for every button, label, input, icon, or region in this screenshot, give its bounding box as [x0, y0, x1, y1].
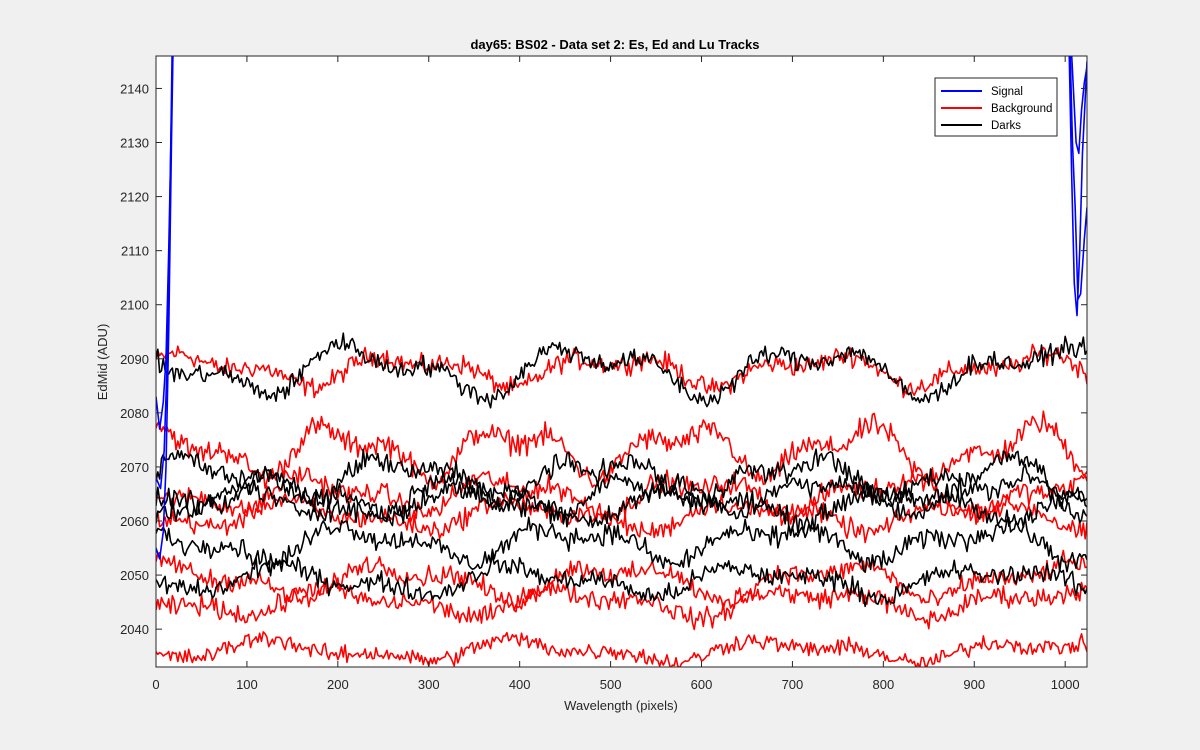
- legend-label-darks: Darks: [991, 120, 1021, 132]
- y-tick-label: 2140: [120, 81, 149, 96]
- y-tick-label: 2090: [120, 352, 149, 367]
- series-layer: [156, 56, 1087, 667]
- chart-title: day65: BS02 - Data set 2: Es, Ed and Lu …: [470, 37, 759, 52]
- darks-line: [156, 332, 1087, 409]
- x-tick-label: 700: [782, 677, 804, 692]
- darks-line: [156, 479, 1087, 534]
- signal-line: [156, 56, 1087, 490]
- x-tick-label: 900: [963, 677, 985, 692]
- legend-label-background: Background: [991, 103, 1052, 115]
- y-tick-label: 2110: [121, 244, 149, 259]
- signal-line: [156, 56, 1087, 560]
- tick-layer: 0 100 200 300 400 500 600 700 800 900 1000 2040 2050…: [120, 56, 1087, 692]
- darks-line: [156, 554, 1087, 608]
- y-tick-label: 2040: [120, 622, 149, 637]
- x-tick-label: 300: [418, 677, 440, 692]
- x-tick-label: 500: [600, 677, 622, 692]
- y-axis-label: EdMid (ADU): [95, 324, 110, 401]
- y-tick-label: 2130: [120, 136, 149, 151]
- darks-line: [156, 463, 1087, 528]
- y-tick-label: 2060: [120, 514, 149, 529]
- legend-label-signal: Signal: [991, 86, 1023, 98]
- y-tick-label: 2120: [120, 190, 149, 205]
- y-tick-label: 2080: [120, 406, 149, 421]
- x-tick-label: 0: [152, 677, 159, 692]
- x-tick-label: 200: [327, 677, 349, 692]
- x-axis-label: Wavelength (pixels): [564, 698, 678, 713]
- y-tick-label: 2050: [120, 568, 149, 583]
- darks-line: [156, 448, 1087, 513]
- legend: Signal Background Darks: [934, 77, 1058, 137]
- y-tick-label: 2100: [120, 298, 149, 313]
- darks-line: [156, 516, 1087, 573]
- x-tick-label: 400: [509, 677, 531, 692]
- x-tick-label: 100: [236, 677, 258, 692]
- signal-line: [156, 56, 1087, 430]
- x-tick-label: 1000: [1051, 677, 1080, 692]
- background-line: [156, 631, 1087, 667]
- x-tick-label: 800: [872, 677, 894, 692]
- y-tick-label: 2070: [120, 460, 149, 475]
- background-line: [156, 549, 1087, 611]
- axes-box: [155, 55, 1088, 668]
- background-line: [156, 577, 1087, 631]
- x-tick-label: 600: [691, 677, 713, 692]
